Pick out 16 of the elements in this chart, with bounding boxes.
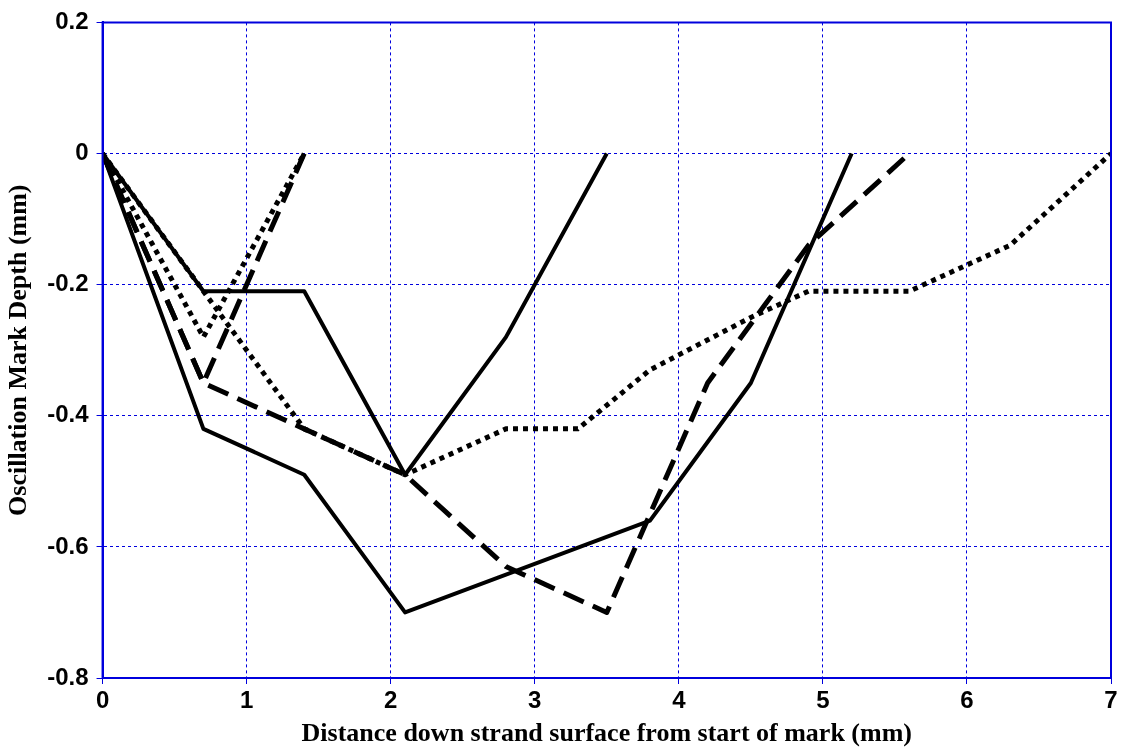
x-tick-label: 7 — [1104, 686, 1118, 714]
y-tick-label: 0.2 — [55, 7, 89, 35]
y-tick-label: -0.4 — [47, 400, 90, 428]
y-tick-label: -0.6 — [47, 531, 89, 559]
x-tick-label: 6 — [960, 686, 974, 714]
x-tick-label: 2 — [384, 686, 398, 714]
y-axis-title: Oscillation Mark Depth (mm) — [3, 184, 33, 516]
x-tick-label: 0 — [95, 686, 110, 714]
y-tick-label: -0.8 — [47, 662, 89, 690]
x-axis-title: Distance down strand surface from start of mark (mm) — [301, 718, 912, 748]
y-tick-label: 0 — [75, 138, 89, 166]
x-tick-label: 1 — [239, 686, 254, 714]
y-tick-label: -0.2 — [47, 269, 89, 297]
x-tick-label: 4 — [672, 686, 687, 714]
x-tick-label: 3 — [528, 686, 542, 714]
x-tick-label: 5 — [816, 686, 830, 714]
